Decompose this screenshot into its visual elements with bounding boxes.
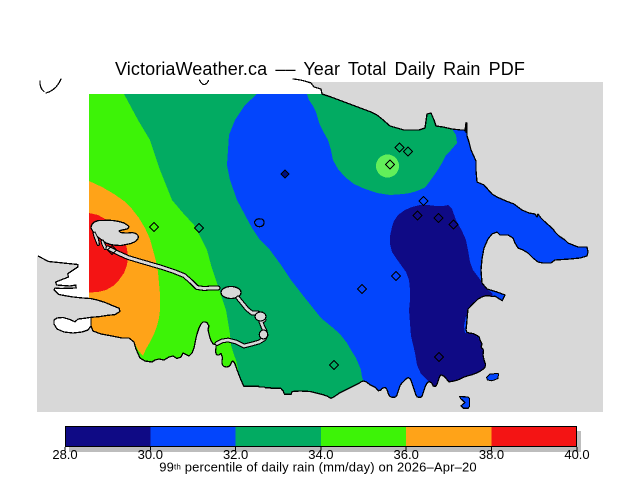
svg-text:34.0: 34.0 xyxy=(308,447,333,462)
svg-text:28.0: 28.0 xyxy=(52,447,77,462)
svg-text:VictoriaWeather.ca –– Year Tot: VictoriaWeather.ca –– Year Total Daily R… xyxy=(115,59,525,79)
svg-text:99th percentile of daily rain: 99th percentile of daily rain (mm/day) o… xyxy=(159,460,476,475)
svg-text:38.0: 38.0 xyxy=(479,447,504,462)
svg-text:40.0: 40.0 xyxy=(564,447,589,462)
svg-text:32.0: 32.0 xyxy=(223,447,248,462)
svg-text:30.0: 30.0 xyxy=(138,447,163,462)
svg-text:36.0: 36.0 xyxy=(394,447,419,462)
